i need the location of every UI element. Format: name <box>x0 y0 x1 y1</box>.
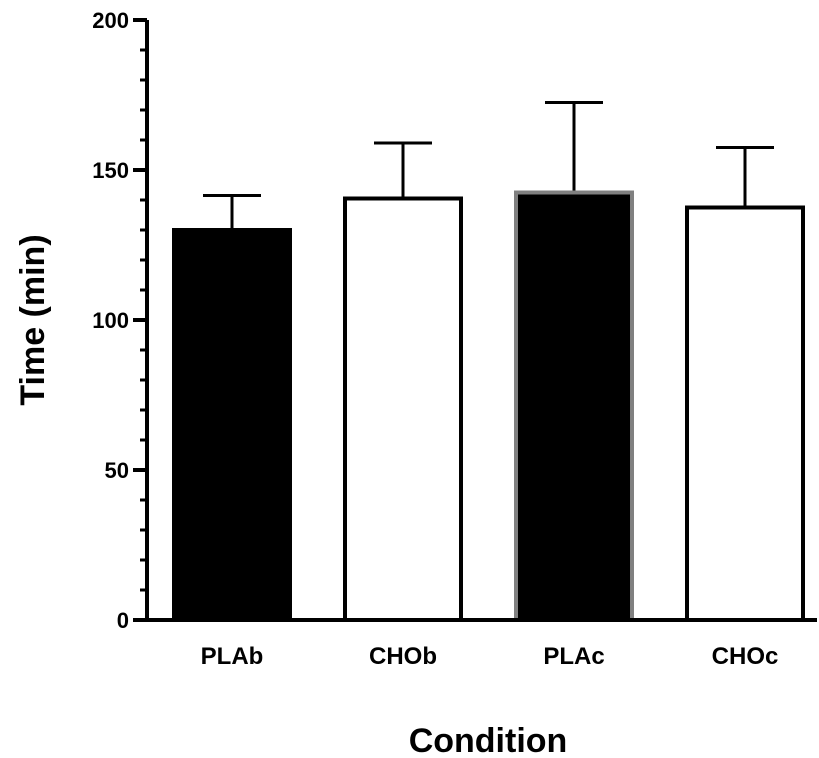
error-bars <box>203 101 774 232</box>
y-tick-label: 200 <box>92 8 129 33</box>
x-category-label: CHOc <box>712 643 779 670</box>
y-major-ticks <box>133 18 147 622</box>
y-tick-label: 100 <box>92 308 129 333</box>
y-tick-label: 50 <box>105 458 129 483</box>
bar-plab <box>172 228 292 622</box>
y-tick-labels: 0 50 100 150 200 <box>92 8 129 633</box>
y-tick-label: 0 <box>117 608 129 633</box>
y-tick-label: 150 <box>92 158 129 183</box>
bar-choc <box>685 205 805 622</box>
y-axis-title: Time (min) <box>14 234 52 405</box>
x-category-label: PLAc <box>543 643 604 670</box>
x-category-label: PLAb <box>201 643 264 670</box>
bar-plac <box>514 190 634 622</box>
bars <box>172 190 805 622</box>
x-axis-title: Condition <box>409 722 568 758</box>
bar-chob <box>343 196 463 622</box>
x-category-labels: PLAb CHOb PLAc CHOc <box>201 643 779 670</box>
x-category-label: CHOb <box>369 643 437 670</box>
